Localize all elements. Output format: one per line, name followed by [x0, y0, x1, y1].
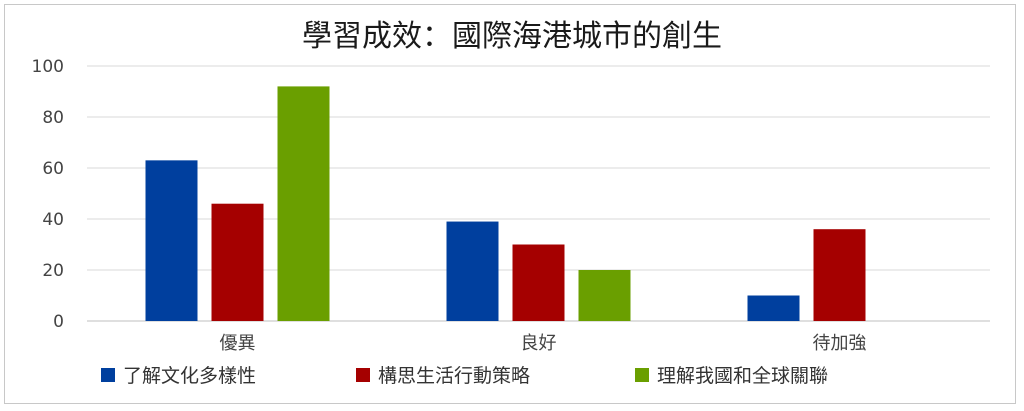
legend: 了解文化多樣性 構思生活行動策略 理解我國和全球關聯	[101, 365, 828, 387]
x-axis-labels: 優異 良好 待加強	[220, 333, 867, 354]
bar	[446, 221, 499, 321]
y-tick-label: 100	[32, 57, 64, 77]
bar	[512, 244, 565, 321]
y-tick-label: 40	[42, 210, 64, 230]
legend-swatch	[101, 368, 115, 382]
x-category-label: 良好	[521, 333, 557, 354]
bar	[211, 203, 264, 321]
bar	[277, 86, 330, 322]
bar	[578, 270, 631, 321]
bar	[747, 295, 800, 321]
legend-swatch	[635, 368, 649, 382]
y-tick-label: 20	[42, 261, 64, 281]
legend-swatch	[356, 368, 370, 382]
y-tick-label: 60	[42, 159, 64, 179]
legend-label: 理解我國和全球關聯	[657, 365, 828, 387]
x-category-label: 待加強	[813, 333, 867, 354]
y-axis-ticks: 0 20 40 60 80 100	[32, 57, 64, 332]
y-tick-label: 80	[42, 108, 64, 128]
y-tick-label: 0	[53, 312, 64, 332]
x-category-label: 優異	[220, 333, 256, 354]
bars	[145, 86, 866, 322]
bar	[813, 229, 866, 321]
bar	[145, 160, 198, 321]
chart-title: 學習成效：國際海港城市的創生	[302, 19, 722, 54]
legend-label: 了解文化多樣性	[123, 365, 256, 387]
legend-label: 構思生活行動策略	[378, 365, 530, 387]
